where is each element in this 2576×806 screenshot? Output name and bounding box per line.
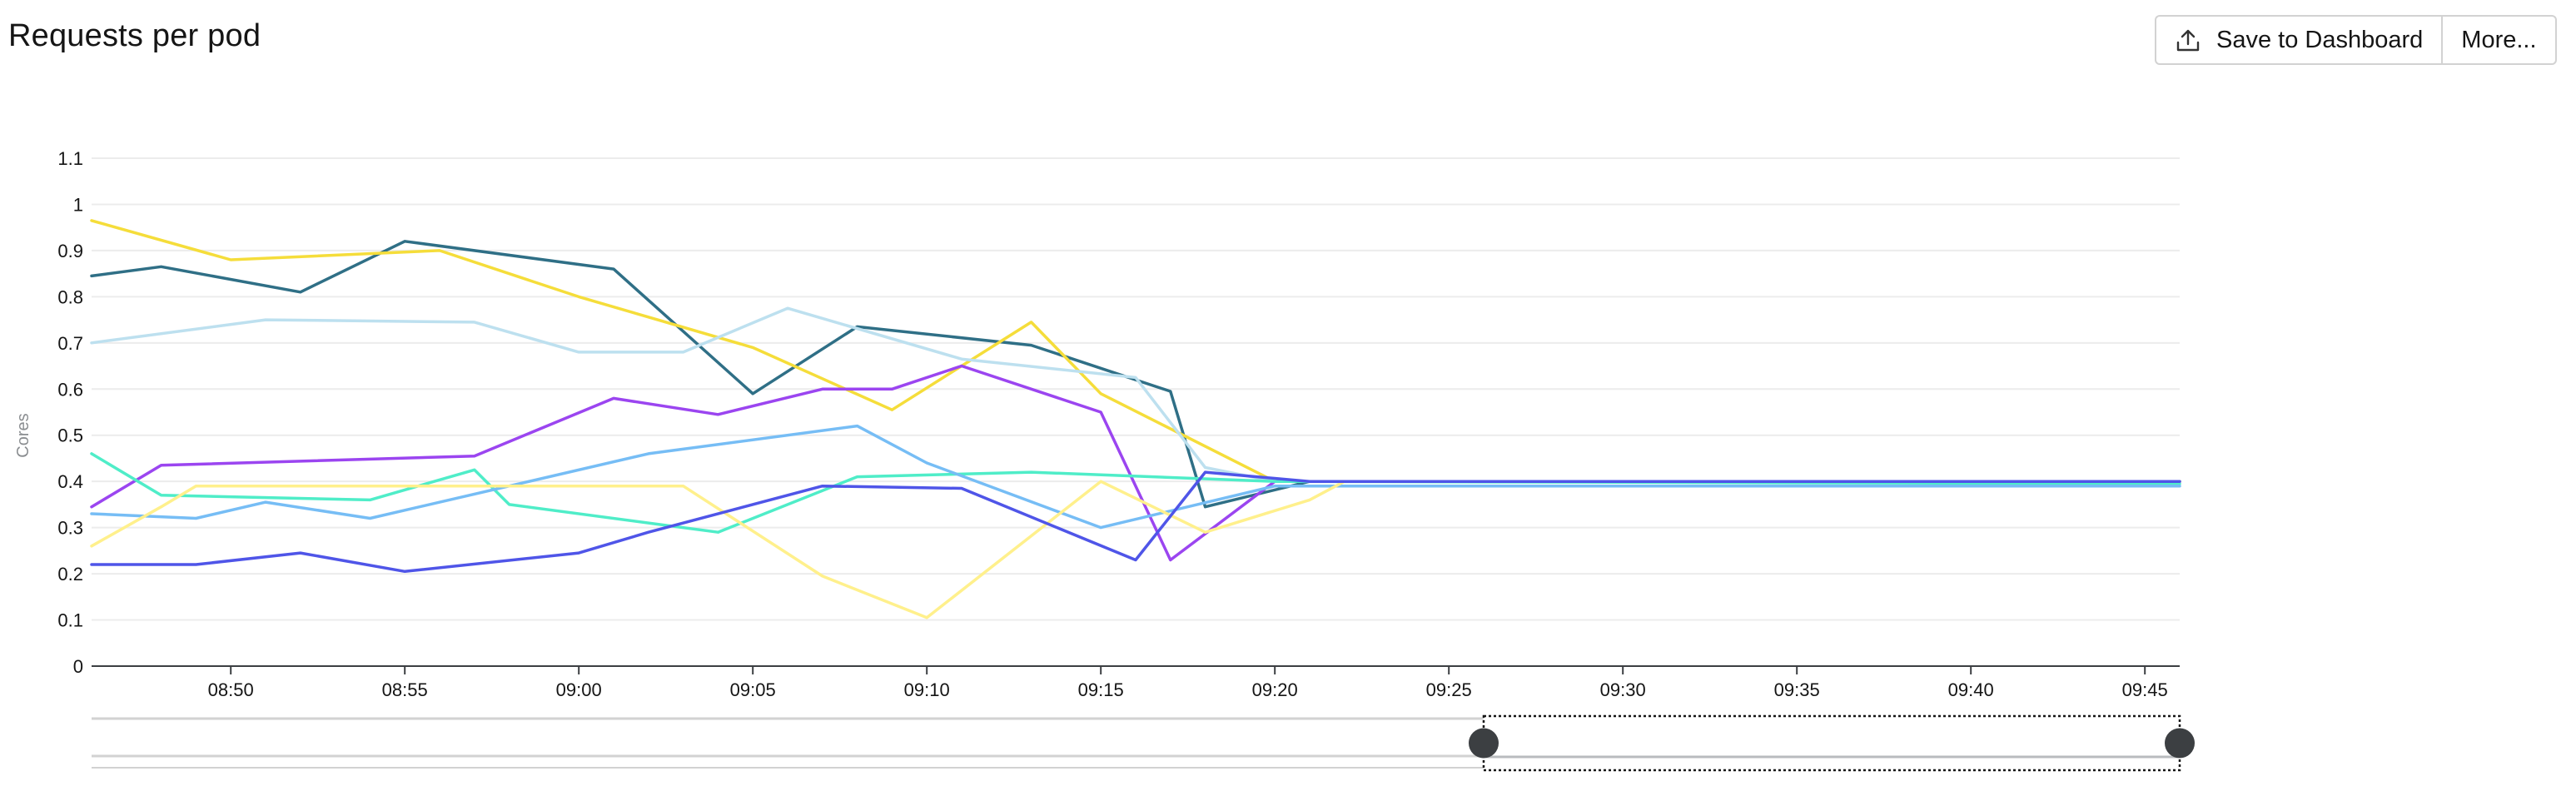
y-tick-label: 0.8 [57,286,83,307]
x-tick-label: 09:05 [730,679,776,700]
brush-selection[interactable] [1482,714,2181,772]
series-line [90,364,2181,562]
save-to-dashboard-button[interactable]: Save to Dashboard [2156,17,2441,63]
series-line [90,219,2181,483]
more-label: More... [2461,26,2537,53]
more-button[interactable]: More... [2441,17,2554,63]
x-tick-label: 09:30 [1600,679,1646,700]
y-tick-label: 0.2 [57,564,83,585]
x-tick-label: 09:15 [1078,679,1124,700]
series-line [90,306,2181,483]
y-tick-label: 1.1 [57,148,83,169]
y-tick-label: 0.7 [57,333,83,354]
x-tick-label: 09:00 [556,679,602,700]
x-tick-label: 09:25 [1426,679,1472,700]
series-line [90,240,2181,509]
y-tick-label: 0 [73,656,83,677]
upload-icon [2175,27,2201,53]
chart-header: Requests per pod Save to Dashboard More.… [0,0,2576,83]
y-tick-label: 0.1 [57,610,83,631]
line-chart: 0 0.1 0.2 0.3 0.4 0.5 0.6 0.7 0.8 0.9 1 1.1 08:50 08:… [14,148,2195,772]
brush-handle-left[interactable] [1469,728,1499,759]
brush-handle-right[interactable] [2165,728,2195,759]
save-to-dashboard-label: Save to Dashboard [2216,26,2424,53]
series-line [90,470,2181,574]
x-tick-label: 09:20 [1252,679,1298,700]
y-tick-label: 0.6 [57,379,83,400]
y-tick-label: 0.4 [57,471,83,492]
page-title: Requests per pod [8,18,261,53]
y-tick-label: 0.5 [57,425,83,446]
series-line [90,452,2181,534]
action-button-group: Save to Dashboard More... [2155,15,2557,65]
x-tick-label: 09:45 [2122,679,2168,700]
x-tick-label: 09:10 [904,679,950,700]
x-tick-label: 09:40 [1948,679,1994,700]
y-tick-label: 1 [73,194,83,215]
series-line [90,480,2181,619]
y-tick-label: 0.3 [57,518,83,539]
x-tick-label: 09:35 [1774,679,1820,700]
series-line [90,424,2181,530]
x-tick-label: 08:55 [382,679,428,700]
chart-area: 0 0.1 0.2 0.3 0.4 0.5 0.6 0.7 0.8 0.9 1 1.1 08:50 08:… [0,83,2576,802]
y-tick-label: 0.9 [57,241,83,261]
x-tick-label: 08:50 [208,679,254,700]
y-axis-title: Cores [14,413,32,457]
